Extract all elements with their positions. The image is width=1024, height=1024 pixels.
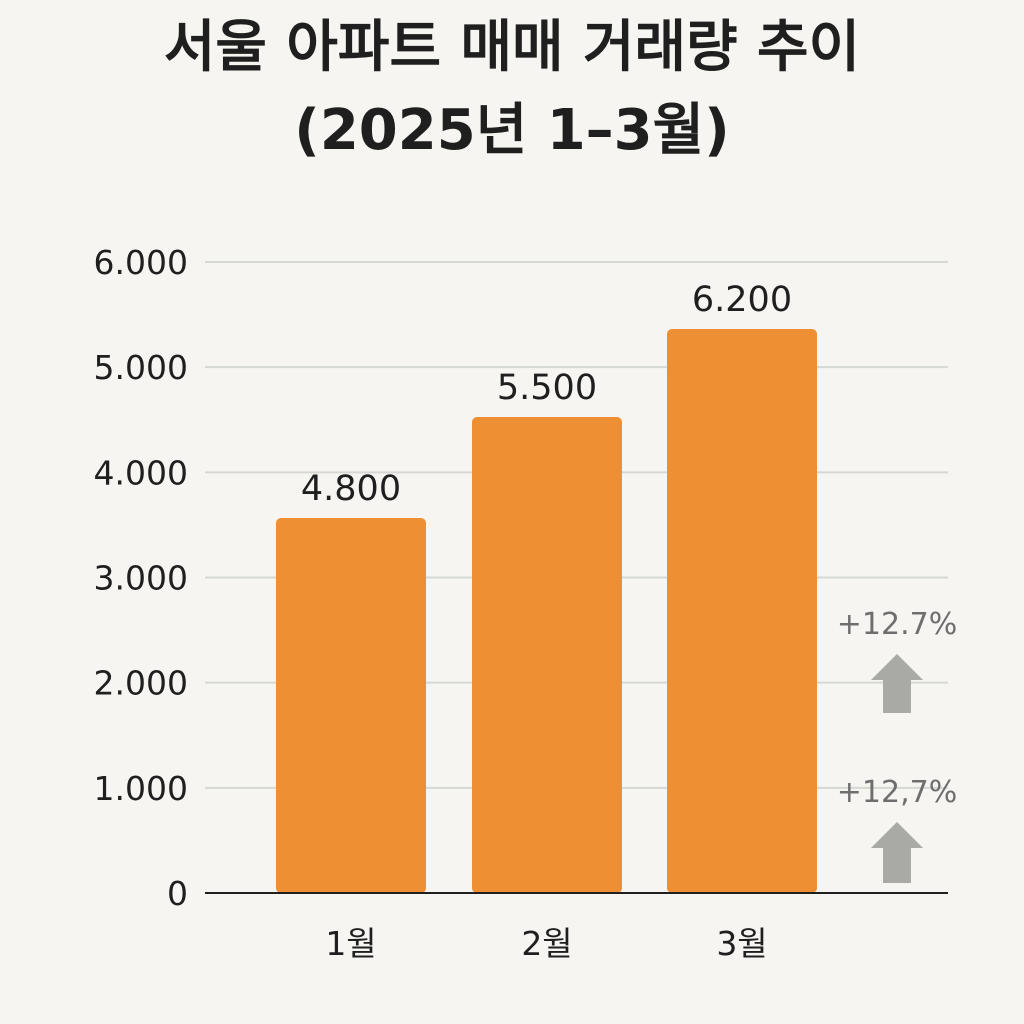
x-tick-label: 1월 [325,924,376,963]
bar-3 [667,329,817,893]
y-tick-label: 3.000 [94,559,188,598]
arrow-up-icon [871,654,923,713]
x-tick-label: 2월 [521,924,572,963]
y-tick-label: 2.000 [94,664,188,703]
bar-value-label: 6.200 [692,280,792,320]
growth-annotation-label: +12.7% [837,607,957,642]
x-tick-label: 3월 [716,924,767,963]
bar-1 [276,518,426,893]
y-tick-label: 1.000 [94,769,188,808]
y-tick-label: 0 [167,874,188,913]
chart-title-line1: 서울 아파트 매매 거래량 추이 [163,15,861,80]
y-tick-label: 4.000 [94,453,188,492]
chart-title-line2: (2025년 1–3월) [294,98,730,163]
annotations: +12.7% +12,7% [837,607,957,883]
y-tick-label: 6.000 [94,243,188,282]
bar-value-label: 5.500 [497,368,597,408]
arrow-up-icon [871,822,923,883]
y-tick-label: 5.000 [94,348,188,387]
bar-2 [472,417,622,893]
growth-annotation-label: +12,7% [837,775,957,810]
bars [276,329,817,893]
bar-value-label: 4.800 [301,469,401,509]
labels: 0 1.000 2.000 3.000 4.000 5.000 6.000 4.800 1월 5.… [94,243,793,963]
